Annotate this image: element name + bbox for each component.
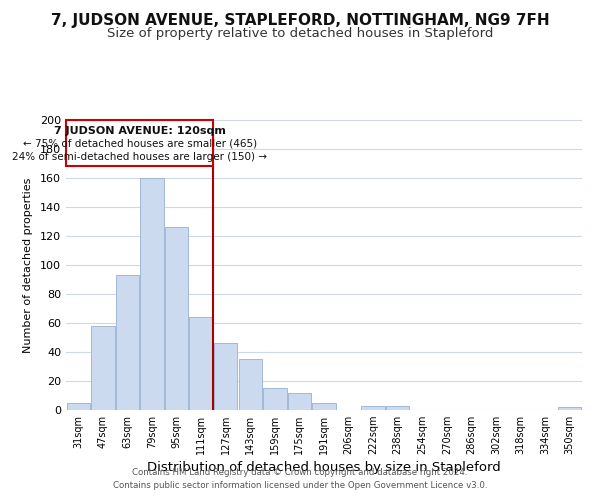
Bar — [263, 388, 287, 410]
Text: Size of property relative to detached houses in Stapleford: Size of property relative to detached ho… — [107, 28, 493, 40]
Text: 7, JUDSON AVENUE, STAPLEFORD, NOTTINGHAM, NG9 7FH: 7, JUDSON AVENUE, STAPLEFORD, NOTTINGHAM… — [50, 12, 550, 28]
Bar — [239, 359, 262, 410]
Y-axis label: Number of detached properties: Number of detached properties — [23, 178, 33, 352]
Bar — [361, 406, 385, 410]
Bar — [116, 275, 139, 410]
Bar — [67, 403, 90, 410]
Bar — [386, 406, 409, 410]
Bar — [190, 317, 213, 410]
Bar — [165, 228, 188, 410]
X-axis label: Distribution of detached houses by size in Stapleford: Distribution of detached houses by size … — [147, 462, 501, 474]
Text: 24% of semi-detached houses are larger (150) →: 24% of semi-detached houses are larger (… — [12, 152, 267, 162]
Bar — [214, 344, 238, 410]
Text: 7 JUDSON AVENUE: 120sqm: 7 JUDSON AVENUE: 120sqm — [54, 126, 226, 136]
Bar — [558, 407, 581, 410]
Text: ← 75% of detached houses are smaller (465): ← 75% of detached houses are smaller (46… — [23, 139, 257, 149]
Bar — [313, 403, 335, 410]
Bar — [91, 326, 115, 410]
FancyBboxPatch shape — [67, 120, 213, 166]
Bar — [288, 392, 311, 410]
Bar — [140, 178, 164, 410]
Text: Contains HM Land Registry data © Crown copyright and database right 2024.
Contai: Contains HM Land Registry data © Crown c… — [113, 468, 487, 490]
